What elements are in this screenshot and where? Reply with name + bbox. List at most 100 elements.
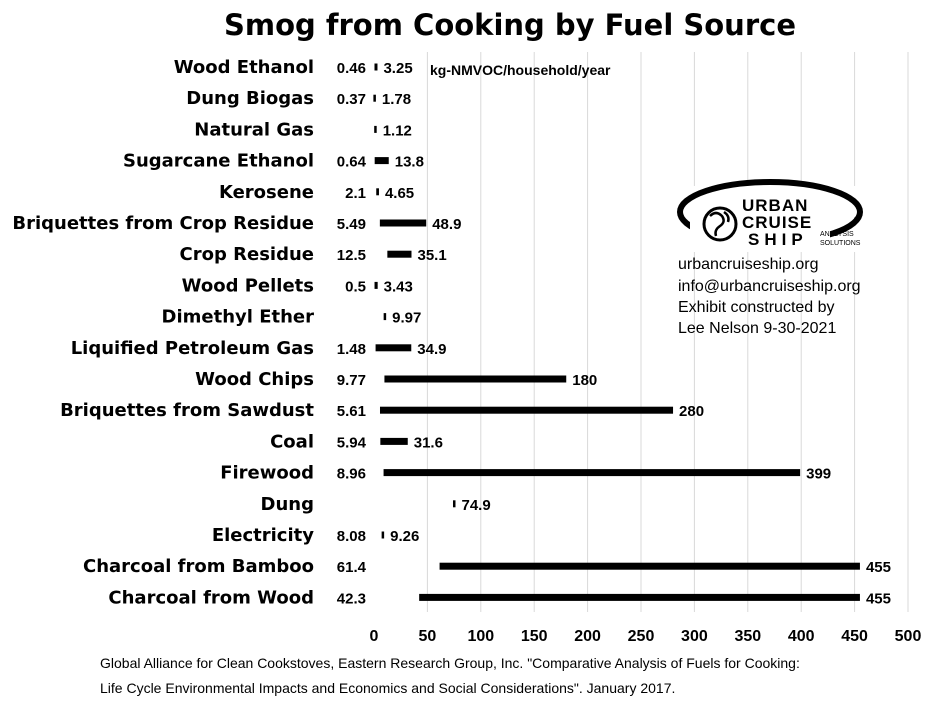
globe-icon [702, 206, 738, 242]
category-label: Natural Gas [194, 119, 314, 140]
high-value-label: 74.9 [461, 497, 490, 514]
category-label: Wood Pellets [182, 275, 314, 296]
x-tick-label: 500 [895, 628, 922, 645]
high-value-label: 455 [866, 559, 891, 576]
info-credit-1: Exhibit constructed by [678, 299, 835, 316]
x-tick-label: 50 [419, 628, 437, 645]
category-labels: Wood Ethanol Dung Biogas Natural Gas Sugarc… [12, 57, 314, 608]
logo-tag-2: SOLUTIONS [820, 240, 861, 247]
bar [383, 469, 801, 477]
category-label: Wood Ethanol [174, 57, 314, 78]
info-email: info@urbancruiseship.org [678, 278, 861, 295]
logo-line-3: SHIP [748, 230, 808, 249]
high-value-label: 455 [866, 590, 891, 607]
x-tick-label: 0 [370, 628, 379, 645]
high-value-label: 9.26 [390, 528, 419, 545]
bar [374, 63, 378, 71]
category-label: Dung [261, 494, 314, 515]
low-value-label: 0.64 [337, 154, 367, 171]
unit-label: kg-NMVOC/household/year [430, 62, 611, 78]
grid-lines [426, 52, 909, 612]
x-tick-label: 100 [467, 628, 494, 645]
bar [439, 562, 860, 570]
high-value-label: 280 [679, 403, 704, 420]
bar [381, 531, 385, 539]
low-value-label: 0.37 [337, 91, 366, 108]
x-tick-label: 250 [628, 628, 655, 645]
category-label: Liquified Petroleum Gas [71, 338, 314, 359]
high-value-label: 180 [572, 372, 597, 389]
low-value-label: 8.08 [337, 528, 366, 545]
high-value-label: 13.8 [395, 154, 424, 171]
high-value-label: 4.65 [385, 185, 414, 202]
category-label: Coal [270, 431, 314, 452]
category-label: Dung Biogas [186, 88, 314, 109]
logo-line-1: URBAN [742, 196, 808, 215]
category-label: Crop Residue [180, 244, 314, 265]
x-tick-label: 300 [681, 628, 708, 645]
bar [375, 344, 412, 352]
high-value-label: 35.1 [417, 247, 446, 264]
bar [384, 375, 567, 383]
category-label: Briquettes from Crop Residue [12, 213, 314, 234]
x-tick-label: 150 [521, 628, 548, 645]
logo-line-2: CRUISE [742, 213, 812, 232]
low-value-label: 61.4 [337, 559, 367, 576]
category-label: Dimethyl Ether [162, 307, 315, 328]
category-label: Firewood [220, 463, 314, 484]
category-label: Charcoal from Wood [108, 587, 314, 608]
high-value-label: 3.43 [384, 278, 413, 295]
info-credit-2: Lee Nelson 9-30-2021 [678, 320, 836, 337]
category-label: Briquettes from Sawdust [60, 400, 314, 421]
high-value-label: 1.78 [382, 91, 411, 108]
category-label: Charcoal from Bamboo [83, 556, 314, 577]
x-tick-label: 400 [788, 628, 815, 645]
value-labels: 0.46 3.25 0.37 1.78 1.12 0.64 13.8 2.1 4.65 5.49 4… [337, 60, 891, 607]
low-value-label: 0.46 [337, 60, 366, 77]
bar [374, 157, 389, 165]
bars [373, 63, 860, 601]
bar [383, 313, 387, 321]
logo-tag-1: ANALYSIS [820, 231, 854, 238]
high-value-label: 399 [806, 466, 831, 483]
category-label: Electricity [212, 525, 314, 546]
bar [387, 250, 412, 258]
high-value-label: 31.6 [414, 434, 443, 451]
bar [452, 500, 456, 508]
bar [380, 437, 408, 445]
urban-cruise-ship-logo: URBAN CRUISE SHIP ANALYSIS SOLUTIONS ® [660, 179, 872, 252]
bar [376, 188, 379, 196]
bar [379, 219, 427, 227]
high-value-label: 9.97 [392, 310, 421, 327]
low-value-label: 9.77 [337, 372, 366, 389]
registered-mark: ® [854, 215, 860, 224]
chart-title: Smog from Cooking by Fuel Source [224, 8, 796, 42]
bar [373, 94, 376, 102]
category-label: Wood Chips [195, 369, 314, 390]
source-line-1: Global Alliance for Clean Cookstoves, Ea… [100, 655, 800, 671]
low-value-label: 12.5 [337, 247, 366, 264]
high-value-label: 34.9 [417, 341, 446, 358]
low-value-label: 0.5 [345, 278, 366, 295]
bar [419, 593, 860, 601]
bar [374, 125, 377, 133]
x-tick-label: 200 [574, 628, 601, 645]
x-tick-label: 350 [734, 628, 761, 645]
info-website: urbancruiseship.org [678, 256, 819, 273]
low-value-label: 42.3 [337, 590, 366, 607]
high-value-label: 48.9 [432, 216, 461, 233]
low-value-label: 1.48 [337, 341, 366, 358]
x-axis-ticks: 0 50 100 150 200 250 300 350 400 450 500 [370, 628, 922, 645]
category-label: Kerosene [219, 182, 314, 203]
low-value-label: 8.96 [337, 466, 366, 483]
bar [374, 281, 378, 289]
bar [379, 406, 674, 414]
low-value-label: 5.94 [337, 434, 367, 451]
low-value-label: 2.1 [345, 185, 366, 202]
high-value-label: 1.12 [383, 122, 412, 139]
source-line-2: Life Cycle Environmental Impacts and Eco… [100, 680, 675, 696]
category-label: Sugarcane Ethanol [123, 151, 314, 172]
low-value-label: 5.61 [337, 403, 366, 420]
x-tick-label: 450 [841, 628, 868, 645]
